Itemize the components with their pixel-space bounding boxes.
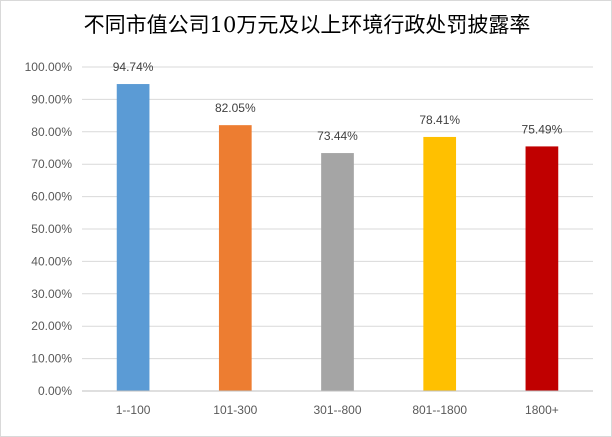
y-tick-label: 10.00% (31, 352, 72, 366)
bar (218, 125, 252, 392)
y-tick-label: 0.00% (38, 384, 72, 398)
data-label: 82.05% (215, 101, 256, 115)
data-label: 75.49% (522, 122, 563, 136)
data-label: 94.74% (113, 60, 154, 74)
y-tick-label: 30.00% (31, 287, 72, 301)
chart-title: 不同市值公司10万元及以上环境行政处罚披露率 (83, 13, 531, 37)
y-tick-label: 80.00% (31, 125, 72, 139)
x-tick-label: 1800+ (525, 403, 559, 417)
y-axis-ticks: 0.00% 10.00% 20.00% 30.00% 40.00% 50.00% 60.00… (25, 60, 73, 398)
x-tick-label: 101-300 (213, 403, 257, 417)
x-tick-label: 301--800 (313, 403, 361, 417)
x-tick-label: 1--100 (116, 403, 151, 417)
y-tick-label: 70.00% (31, 157, 72, 171)
bars (116, 84, 559, 392)
y-tick-label: 60.00% (31, 190, 72, 204)
data-label: 78.41% (419, 113, 460, 127)
y-tick-label: 40.00% (31, 254, 72, 268)
y-tick-label: 50.00% (31, 222, 72, 236)
bar (321, 153, 354, 391)
bar (423, 136, 457, 391)
data-labels: 94.74% 82.05% 73.44% 78.41% 75.49% (113, 60, 563, 143)
y-tick-label: 20.00% (31, 319, 72, 333)
x-tick-label: 801--1800 (412, 403, 467, 417)
bar (116, 84, 150, 392)
bar (525, 146, 559, 391)
y-tick-label: 100.00% (25, 60, 73, 74)
y-tick-label: 90.00% (31, 92, 72, 106)
x-axis-ticks: 1--100 101-300 301--800 801--1800 1800+ (116, 403, 559, 417)
data-label: 73.44% (317, 129, 358, 143)
